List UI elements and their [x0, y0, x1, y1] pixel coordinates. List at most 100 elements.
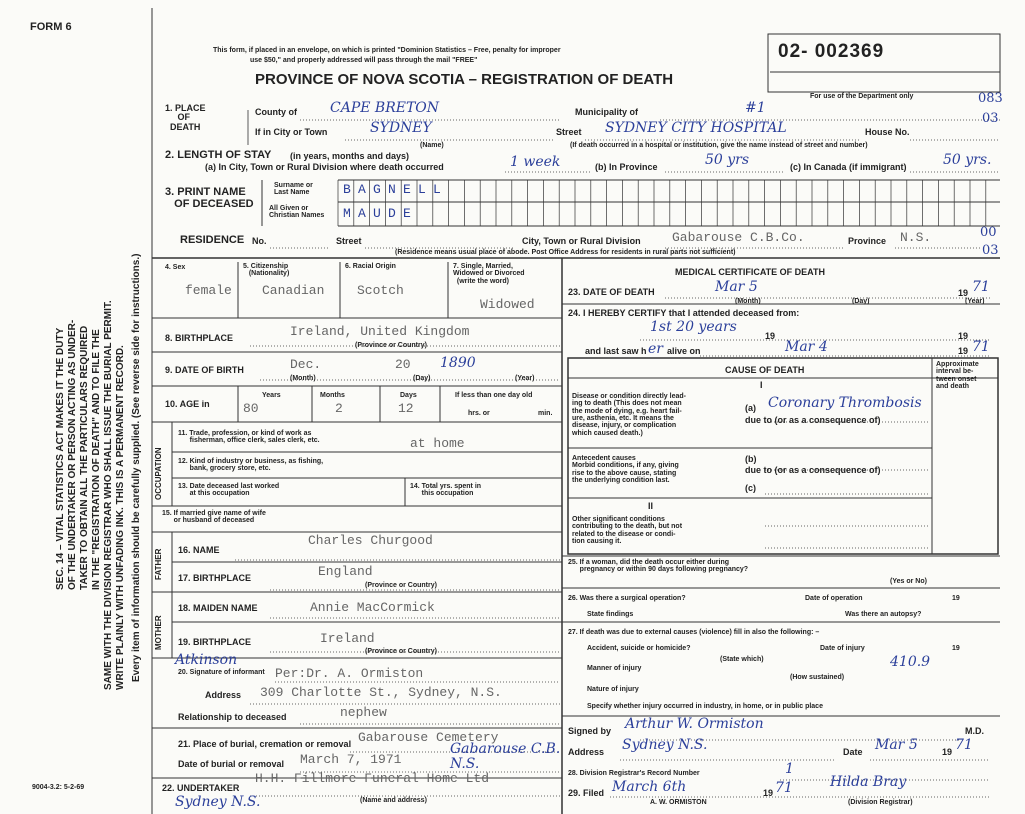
note: (Province or Country) [365, 648, 437, 655]
years-label: Years [262, 392, 281, 399]
city-label: City, Town or Rural Division [522, 236, 641, 246]
last-seen: Mar 4 [785, 339, 828, 355]
signed: Arthur W. Ormiston [625, 716, 764, 732]
autopsy-label: Was there an autopsy? [845, 611, 922, 618]
yes-no: (Yes or No) [890, 578, 927, 585]
part1: I [760, 380, 763, 390]
department-code: 083 [978, 91, 1003, 106]
b-label: (b) [745, 454, 757, 464]
death-year: 71 [972, 279, 990, 295]
day-note: (Day) [852, 298, 870, 305]
relationship-label: Relationship to deceased [178, 712, 287, 722]
name: Charles Churgood [308, 533, 433, 548]
date: Mar 5 [875, 737, 918, 753]
days: 12 [398, 401, 414, 416]
form-code: 9004-3.2: 5-2-69 [32, 784, 85, 791]
place-label: 21. Place of burial, cremation or remova… [178, 739, 352, 749]
century: 19 [958, 288, 969, 298]
filed-year: 71 [775, 780, 793, 796]
year: 71 [955, 737, 973, 753]
less-label: If less than one day old [455, 392, 533, 399]
title: CAUSE OF DEATH [725, 365, 805, 375]
note: (Residence means usual place of abode. P… [395, 249, 736, 256]
century: 19 [942, 747, 953, 757]
city-label: If in City or Town [255, 127, 328, 137]
status-label: 7. Single, Married, Widowed or Divorced … [453, 263, 525, 285]
death-label: 23. DATE OF DEATH [568, 287, 655, 297]
side-note-line: TAKER TO OBTAIN ALL THE PARTICULARS REQU… [79, 325, 90, 590]
address: Sydney N.S. [622, 737, 708, 753]
street-label: Street [556, 127, 582, 137]
father-side-label: FATHER [154, 548, 163, 580]
interval: Approximate interval be- tween onset and… [936, 361, 979, 391]
c-label: (c) [745, 483, 756, 493]
dob-day: 20 [395, 357, 411, 372]
birthplace: England [318, 564, 373, 579]
record: 1 [785, 761, 794, 777]
status: Widowed [480, 297, 535, 312]
specify-label: Specify whether injury occurred in indus… [587, 703, 823, 710]
other-label: Other significant conditions contributin… [572, 516, 683, 546]
manner: 410.9 [890, 654, 931, 670]
side-note-line: IN THE "REGISTRATION OF DEATH" AND TO FI… [91, 329, 102, 590]
alive-label: alive on [667, 346, 701, 356]
industry-label: 12. Kind of industry or business, as fis… [178, 458, 324, 473]
city-label: (a) In City, Town or Rural Division wher… [205, 162, 444, 172]
place-hand: Gabarouse C.B. N.S. [450, 741, 561, 772]
date-label: Date of burial or removal [178, 759, 285, 769]
relationship: nephew [340, 705, 387, 720]
last-seen-label: and last saw h [585, 346, 647, 356]
county-label: County of [255, 107, 297, 117]
name-label: 18. MAIDEN NAME [178, 603, 258, 613]
signed-label: Signed by [568, 726, 612, 736]
external-label: 27. If death was due to external causes … [568, 629, 820, 636]
heading-note: (in years, months and days) [290, 151, 410, 161]
department-code: 00 [980, 225, 997, 240]
department-note: For use of the Department only [810, 93, 914, 100]
undertaker: H.H. Fillmore Funeral Home Ltd [255, 771, 490, 786]
last-century: 19 [958, 346, 969, 356]
days-label: Days [400, 392, 417, 399]
registration-number: 02- 002369 [778, 41, 885, 62]
birthplace: Ireland, United Kingdom [290, 324, 470, 339]
certify-label: 24. I HEREBY CERTIFY that I attended dec… [568, 308, 800, 318]
spouse-label: 15. If married give name of wife or husb… [162, 510, 266, 525]
nature-label: Nature of injury [587, 686, 639, 693]
address-label: Address [205, 690, 242, 700]
trade: at home [410, 436, 465, 451]
registrar-note: (Division Registrar) [848, 799, 913, 806]
note: (Province or Country) [365, 582, 437, 589]
side-note-line: OF THE UNDERTAKER OR PERSON ACTING AS UN… [67, 319, 78, 590]
day-note: (Day) [413, 375, 431, 382]
birthplace: Ireland [320, 631, 375, 646]
department-code: 03 [982, 111, 999, 126]
given: MAUDE [343, 206, 419, 221]
how: (How sustained) [790, 674, 845, 681]
title: MEDICAL CERTIFICATE OF DEATH [675, 267, 825, 277]
heading: RESIDENCE [180, 234, 245, 246]
mother-side-label: MOTHER [154, 615, 163, 650]
pregnancy-label: 25. If a woman, did the death occur eith… [568, 559, 749, 574]
municipality: #1 [745, 100, 766, 116]
stamp: A. W. ORMISTON [650, 799, 707, 806]
city: 1 week [510, 154, 561, 170]
citizenship: Canadian [262, 283, 325, 298]
heading: 1. PLACE OF DEATH [165, 103, 206, 132]
department-code: 03 [982, 243, 999, 258]
signature: Atkinson [175, 652, 238, 668]
canada-label: (c) In Canada (if immigrant) [790, 162, 907, 172]
city: Gabarouse C.B.Co. [672, 230, 805, 245]
last-worked-label: 13. Date deceased last worked at this oc… [178, 483, 280, 498]
dob-label: 9. DATE OF BIRTH [165, 365, 244, 375]
date: March 7, 1971 [300, 752, 402, 767]
side-note-line: Every item of information should be care… [131, 253, 142, 682]
no-label: No. [252, 236, 267, 246]
operation-label: 26. Was there a surgical operation? [568, 595, 686, 602]
sex: female [185, 283, 232, 298]
age-label: 10. AGE in [165, 399, 210, 409]
to-century: 19 [958, 331, 969, 341]
surname: BAGNELL [343, 182, 449, 197]
month-note: (Month) [735, 298, 761, 305]
date-label: Date [843, 747, 863, 757]
year-note: (Year) [965, 298, 985, 305]
